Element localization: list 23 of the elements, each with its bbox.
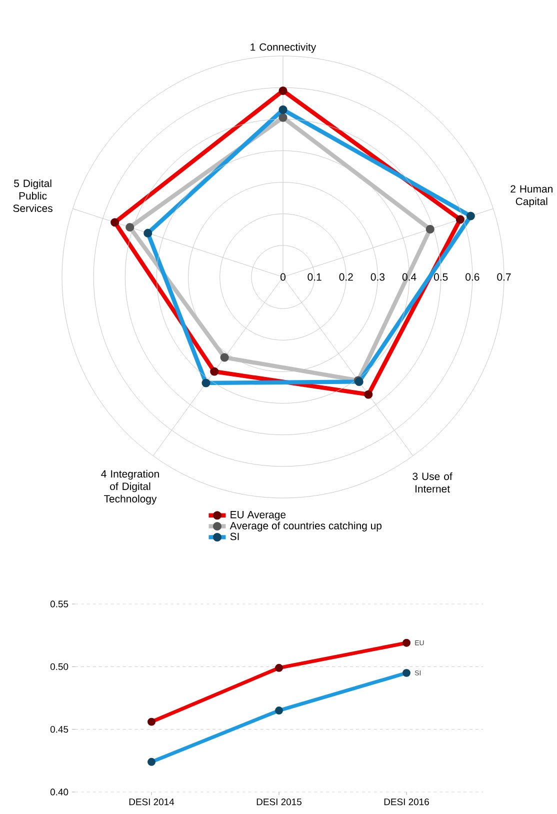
y-tick-label: 0.50 (50, 663, 68, 670)
x-tick-label: DESI 2014 (129, 798, 174, 806)
y-tick-label: 0.4 (402, 273, 416, 281)
y-tick-label: 0.7 (497, 273, 511, 281)
spoke-label: 4 Integration of Digital Technology (101, 470, 159, 505)
legend-label: EU Average (230, 511, 286, 520)
spoke-label: 2 Human Capital (510, 185, 552, 208)
spoke-label: 1 Connectivity (250, 43, 316, 53)
y-tick-label: 0.1 (308, 273, 322, 281)
x-tick-label: DESI 2015 (256, 798, 302, 806)
legend-label: Average of countries catching up (230, 522, 382, 532)
y-tick-label: 0.45 (50, 726, 68, 733)
legend-label: SI (230, 532, 239, 540)
y-tick-label: 0.5 (434, 273, 448, 281)
y-tick-label: 0.6 (466, 273, 480, 281)
x-tick-label: DESI 2016 (384, 798, 429, 806)
y-tick-label: 0.40 (50, 788, 68, 796)
spoke-label: 5 Digital Public Services (13, 179, 52, 212)
y-tick-label: 0.2 (339, 273, 353, 281)
y-tick-label: 0.3 (370, 273, 385, 281)
y-tick-label: 0.55 (50, 600, 68, 608)
y-tick-label: 0 (280, 273, 286, 281)
spoke-label: 3 Use of Internet (412, 472, 452, 493)
